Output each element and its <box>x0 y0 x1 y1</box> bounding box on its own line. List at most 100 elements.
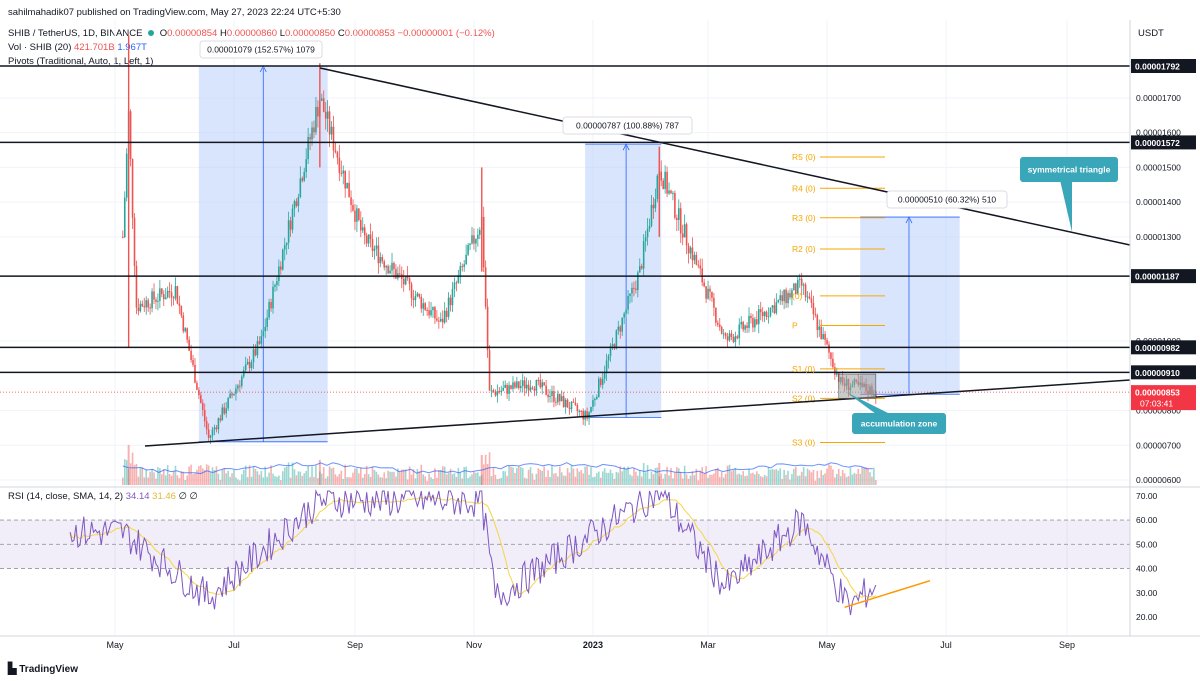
rsi-tick-label: 50.00 <box>1136 539 1158 549</box>
candle-body <box>504 384 506 388</box>
candle-body <box>535 379 538 391</box>
time-tick-label: Jul <box>940 640 952 650</box>
volume-bar <box>607 472 610 485</box>
candle-body <box>656 175 659 199</box>
symbol-name[interactable]: SHIB / TetherUS, 1D, BINANCE <box>8 28 143 39</box>
volume-bar <box>127 468 130 485</box>
volume-bar <box>268 472 270 485</box>
horizontal-levels <box>0 65 1130 393</box>
candle-body <box>598 378 600 397</box>
volume-bar <box>588 474 590 485</box>
volume-bar <box>761 477 764 485</box>
trendlines <box>144 67 1131 447</box>
volume-bar <box>266 476 268 485</box>
volume-bar <box>264 466 267 485</box>
volume-bar <box>732 469 735 485</box>
publish-info: sahilmahadik07 published on TradingView.… <box>8 7 341 18</box>
candle-body <box>566 399 569 408</box>
volume-bar <box>260 470 263 485</box>
candle-body <box>428 310 430 316</box>
candle-body <box>463 264 465 267</box>
volume-bar <box>775 469 778 485</box>
candle-body <box>814 314 817 316</box>
candle-body <box>352 205 354 211</box>
volume-bar <box>180 471 183 485</box>
volume-bar <box>170 475 173 485</box>
volume-bar <box>320 473 323 485</box>
candle-body <box>317 106 319 117</box>
volume-bar <box>623 466 625 485</box>
volume-bar <box>397 468 399 485</box>
candle-body <box>558 393 561 402</box>
volume-bar <box>820 470 822 485</box>
candle-body <box>750 315 752 319</box>
price-axis[interactable]: 0.00001700 0.00001600 0.00001500 0.00001400… <box>1129 20 1196 636</box>
volume-value: 421.701B <box>74 42 115 53</box>
volume-bar <box>533 479 536 485</box>
volume-bar <box>558 466 561 485</box>
volume-bar <box>670 468 672 485</box>
volume-bar <box>303 473 306 485</box>
volume-bar <box>235 477 237 485</box>
volume-bar <box>196 469 198 485</box>
candle-body <box>276 281 278 286</box>
volume-bar <box>322 467 325 485</box>
time-tick-label: Mar <box>700 640 716 650</box>
volume-bar <box>389 471 391 485</box>
measure-range <box>860 217 960 395</box>
candle-body <box>219 418 222 421</box>
candle-body <box>391 263 393 271</box>
level-price-label: 0.00000982 <box>1135 343 1180 353</box>
candle-body <box>555 401 557 403</box>
candle-body <box>664 171 666 189</box>
candle-body <box>672 192 674 194</box>
candle-body <box>311 127 313 140</box>
candle-body <box>207 429 210 438</box>
candle-body <box>607 355 610 361</box>
ohlc-low: 0.00000850 <box>284 28 336 39</box>
pivots-legend[interactable]: Pivots (Traditional, Auto, 1, Left, 1) <box>8 56 154 67</box>
volume-bar <box>582 473 584 485</box>
candle-body <box>387 265 389 274</box>
volume-legend-title[interactable]: Vol · SHIB (20) <box>8 42 72 53</box>
candle-body <box>830 352 832 359</box>
candle-body <box>182 315 185 332</box>
volume-bar <box>843 473 846 485</box>
candle-body <box>408 278 411 284</box>
candle-body <box>447 297 450 317</box>
candle-body <box>320 98 323 101</box>
volume-bar <box>557 476 559 485</box>
volume-bar <box>439 469 442 485</box>
volume-bar <box>342 479 345 485</box>
volume-bar <box>408 466 411 485</box>
volume-bar <box>272 473 274 485</box>
volume-bar <box>137 476 140 485</box>
rsi-legend-title[interactable]: RSI (14, close, SMA, 14, 2) <box>8 491 124 502</box>
time-axis[interactable]: May Jul Sep Nov 2023 Mar May Jul Sep <box>106 640 1075 650</box>
volume-bar <box>297 471 300 485</box>
candle-body <box>798 278 801 280</box>
volume-bar <box>414 478 417 485</box>
candle-body <box>726 336 729 341</box>
volume-bar <box>317 478 319 485</box>
candle-body <box>231 393 233 396</box>
volume-bar <box>221 469 224 485</box>
volume-bar <box>875 480 877 485</box>
volume-bar <box>244 465 247 485</box>
rsi-sma-value: 31.46 <box>152 491 176 502</box>
candle-body <box>693 254 696 261</box>
candle-body <box>426 309 428 311</box>
volume-bar <box>695 468 698 485</box>
price-tick-label: 0.00000800 <box>1136 406 1181 416</box>
candle-body <box>252 349 255 363</box>
candle-body <box>133 217 136 266</box>
volume-bar <box>383 472 386 485</box>
volume-bar <box>482 464 485 485</box>
tradingview-logo[interactable]: ▙ TradingView <box>8 662 78 675</box>
candle-body <box>274 285 276 287</box>
measure-label-1-box <box>199 40 323 59</box>
volume-bar <box>740 475 743 485</box>
ohlc-c-label: C <box>337 28 345 39</box>
candle-body <box>348 182 350 198</box>
